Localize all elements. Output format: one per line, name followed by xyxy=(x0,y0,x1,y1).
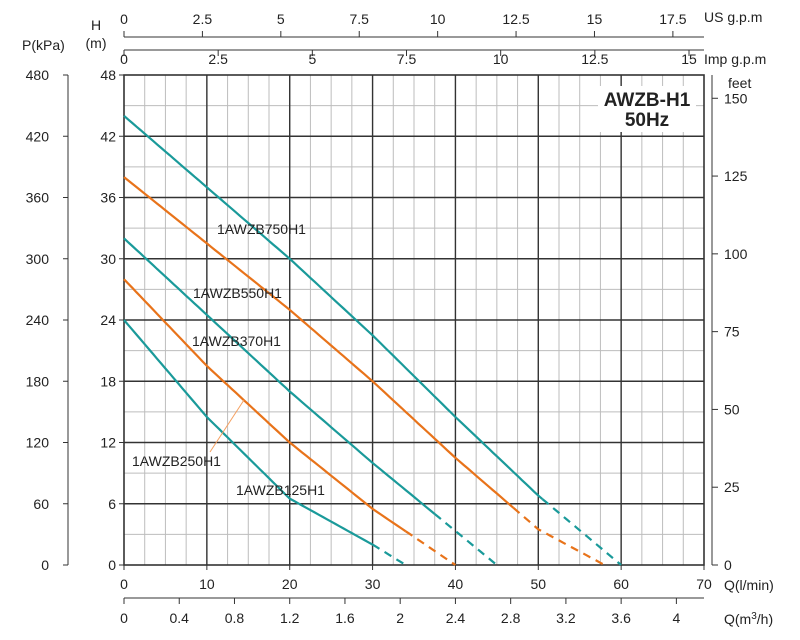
series-label-1awzb125h1: 1AWZB125H1 xyxy=(236,482,325,498)
pressure-axis-tick-label: 300 xyxy=(26,251,50,267)
flow-axis-tick-label: 30 xyxy=(365,576,381,592)
m3h-axis-tick-label: 1.6 xyxy=(335,610,355,626)
flow-axis-tick-label: 50 xyxy=(530,576,546,592)
feet-axis-tick-label: 50 xyxy=(724,401,740,417)
feet-axis-tick-label: 0 xyxy=(724,557,732,573)
head-axis-tick-label: 24 xyxy=(100,312,116,328)
head-axis-tick-label: 18 xyxy=(100,373,116,389)
imp-gpm-axis-tick-label: 15 xyxy=(681,51,697,67)
flow-axis-title: Q(l/min) xyxy=(724,577,774,593)
pressure-axis-tick-label: 0 xyxy=(41,557,49,573)
head-axis-tick-label: 30 xyxy=(100,251,116,267)
performance-curves xyxy=(123,114,622,566)
us-gpm-axis-tick-label: 0 xyxy=(120,11,128,27)
head-axis-tick-label: 12 xyxy=(100,435,116,451)
pressure-axis-tick-label: 420 xyxy=(26,128,50,144)
m3h-axis-tick-label: 0.4 xyxy=(170,610,190,626)
pressure-axis-tick-label: 180 xyxy=(26,373,50,389)
m3h-axis-title: Q(m3/h) xyxy=(724,611,773,627)
curve-1awzb250h1-dashed xyxy=(405,530,457,566)
axes: 0612182430364248060120180240300360420480… xyxy=(26,11,748,626)
pressure-axis-tick-label: 480 xyxy=(26,67,50,83)
series-label-1awzb370h1: 1AWZB370H1 xyxy=(192,333,281,349)
chart-subtitle: 50Hz xyxy=(625,110,669,131)
head-axis-tick-label: 42 xyxy=(100,128,116,144)
m3h-axis-tick-label: 2.8 xyxy=(501,610,521,626)
leader-line-1awzb250h1 xyxy=(209,399,245,453)
flow-axis-tick-label: 10 xyxy=(199,576,215,592)
feet-axis-title: feet xyxy=(728,75,751,91)
feet-axis-tick-label: 100 xyxy=(724,246,748,262)
curve-1awzb550h1-solid xyxy=(123,176,515,509)
m3h-axis-tick-label: 0 xyxy=(120,610,128,626)
imp-gpm-axis-title: Imp g.p.m xyxy=(704,51,766,67)
head-axis-title-line1: H xyxy=(91,17,101,33)
m3h-axis-tick-label: 2.4 xyxy=(446,610,466,626)
grid xyxy=(123,74,705,566)
pressure-axis-tick-label: 60 xyxy=(33,496,49,512)
imp-gpm-axis-tick-label: 10 xyxy=(493,51,509,67)
us-gpm-axis-tick-label: 12.5 xyxy=(502,11,529,27)
series-label-1awzb550h1: 1AWZB550H1 xyxy=(193,285,282,301)
us-gpm-axis-tick-label: 10 xyxy=(430,11,446,27)
title-box xyxy=(598,86,696,132)
us-gpm-axis-tick-label: 17.5 xyxy=(659,11,686,27)
flow-axis-tick-label: 0 xyxy=(120,576,128,592)
flow-axis-tick-label: 60 xyxy=(613,576,629,592)
m3h-axis-tick-label: 1.2 xyxy=(280,610,300,626)
head-axis-tick-label: 6 xyxy=(108,496,116,512)
us-gpm-axis-title: US g.p.m xyxy=(704,9,762,25)
curve-1awzb550h1-dashed xyxy=(512,506,606,566)
flow-axis-tick-label: 20 xyxy=(282,576,298,592)
feet-axis-tick-label: 125 xyxy=(724,168,748,184)
head-axis-title-line2: (m) xyxy=(86,35,107,51)
us-gpm-axis-tick-label: 15 xyxy=(587,11,603,27)
pressure-axis-title: P(kPa) xyxy=(22,37,65,53)
curve-1awzb370h1-solid xyxy=(123,237,436,515)
series-label-1awzb750h1: 1AWZB750H1 xyxy=(217,221,306,237)
pressure-axis-tick-label: 240 xyxy=(26,312,50,328)
imp-gpm-axis-tick-label: 0 xyxy=(120,51,128,67)
imp-gpm-axis-tick-label: 12.5 xyxy=(581,51,608,67)
m3h-axis-tick-label: 0.8 xyxy=(225,610,245,626)
m3h-axis-tick-label: 3.2 xyxy=(556,610,576,626)
feet-axis-tick-label: 75 xyxy=(724,324,740,340)
m3h-axis-tick-label: 4 xyxy=(672,610,680,626)
head-axis-tick-label: 0 xyxy=(108,557,116,573)
imp-gpm-axis-tick-label: 5 xyxy=(308,51,316,67)
curve-1awzb125h1-solid xyxy=(123,319,374,546)
imp-gpm-axis-tick-label: 2.5 xyxy=(208,51,228,67)
head-axis-tick-label: 36 xyxy=(100,190,116,206)
us-gpm-axis-tick-label: 5 xyxy=(277,11,285,27)
m3h-axis-tick-label: 2 xyxy=(396,610,404,626)
flow-axis-tick-label: 70 xyxy=(696,576,712,592)
feet-axis-tick-label: 25 xyxy=(724,479,740,495)
series-label-1awzb250h1: 1AWZB250H1 xyxy=(132,453,221,469)
feet-axis-tick-label: 150 xyxy=(724,90,748,106)
curve-1awzb250h1-solid xyxy=(123,278,407,533)
us-gpm-axis-tick-label: 2.5 xyxy=(193,11,213,27)
imp-gpm-axis-tick-label: 7.5 xyxy=(397,51,417,67)
curve-1awzb750h1-solid xyxy=(123,114,544,500)
pressure-axis-tick-label: 120 xyxy=(26,435,50,451)
chart-title: AWZB-H1 xyxy=(604,90,691,111)
curve-1awzb125h1-dashed xyxy=(372,543,407,566)
us-gpm-axis-tick-label: 7.5 xyxy=(350,11,370,27)
m3h-axis-tick-label: 3.6 xyxy=(611,610,631,626)
curve-1awzb750h1-dashed xyxy=(541,498,622,566)
pressure-axis-tick-label: 360 xyxy=(26,190,50,206)
flow-axis-tick-label: 40 xyxy=(448,576,464,592)
head-axis-tick-label: 48 xyxy=(100,67,116,83)
